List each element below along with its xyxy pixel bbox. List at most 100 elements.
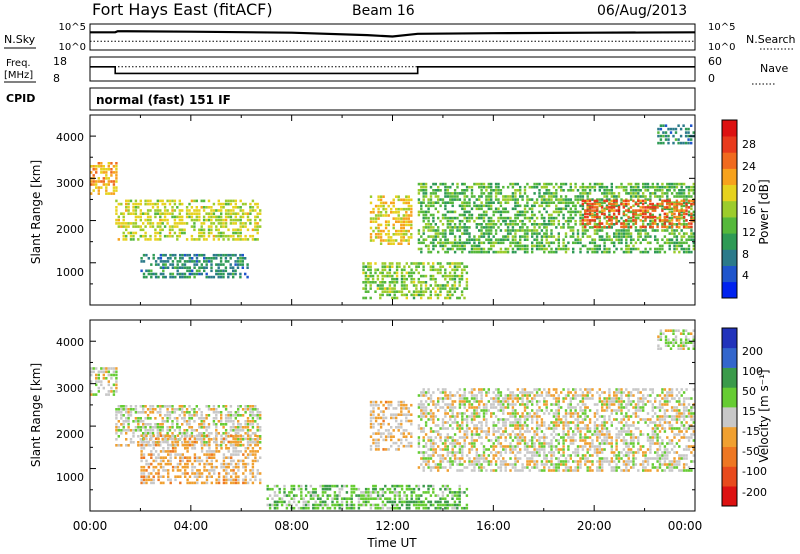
velocity-cell bbox=[105, 377, 108, 380]
power-cell bbox=[538, 226, 541, 229]
power-cell bbox=[651, 215, 654, 219]
velocity-cell bbox=[237, 426, 240, 429]
power-cell bbox=[482, 226, 486, 229]
velocity-cell bbox=[436, 503, 440, 507]
power-cell bbox=[377, 211, 380, 214]
power-cell bbox=[171, 209, 174, 212]
power-cell bbox=[434, 268, 437, 272]
power-cell bbox=[526, 182, 529, 186]
velocity-cell bbox=[241, 408, 245, 411]
power-cell bbox=[662, 134, 665, 138]
velocity-cell bbox=[227, 432, 230, 435]
power-cbar-tick-28: 28 bbox=[742, 138, 756, 151]
velocity-cell bbox=[212, 408, 216, 411]
power-cell bbox=[254, 215, 257, 219]
velocity-cell bbox=[451, 506, 454, 510]
power-cell bbox=[198, 209, 201, 212]
velocity-cell bbox=[441, 494, 445, 497]
velocity-cell bbox=[222, 462, 226, 466]
power-ytick-3000: 3000 bbox=[56, 177, 84, 190]
power-cell bbox=[572, 241, 575, 245]
velocity-cell bbox=[190, 432, 194, 435]
power-cell bbox=[171, 253, 175, 257]
velocity-cell bbox=[149, 405, 152, 408]
power-cell bbox=[678, 195, 681, 198]
velocity-cell bbox=[357, 500, 361, 504]
power-cell bbox=[403, 268, 406, 272]
power-cell bbox=[596, 209, 599, 212]
velocity-cell bbox=[444, 457, 447, 460]
power-cell bbox=[661, 204, 664, 208]
velocity-cell bbox=[376, 494, 380, 497]
power-cell bbox=[437, 232, 440, 235]
velocity-cell bbox=[463, 403, 466, 406]
power-cell bbox=[576, 232, 580, 235]
velocity-cell bbox=[441, 391, 445, 394]
power-cell bbox=[675, 225, 679, 229]
power-cell bbox=[675, 241, 679, 245]
power-cell bbox=[562, 247, 565, 251]
velocity-cell bbox=[217, 432, 220, 435]
power-cell bbox=[200, 199, 203, 203]
power-cell bbox=[658, 215, 662, 219]
power-cell bbox=[588, 212, 592, 216]
velocity-cell bbox=[215, 450, 218, 453]
velocity-cell bbox=[145, 440, 148, 444]
power-cell bbox=[405, 284, 408, 287]
power-cell bbox=[115, 177, 118, 180]
velocity-cell bbox=[444, 409, 447, 412]
velocity-cell bbox=[376, 497, 380, 500]
power-cell bbox=[429, 293, 432, 297]
velocity-cell bbox=[439, 439, 442, 442]
velocity-cell bbox=[392, 435, 395, 438]
velocity-cell bbox=[444, 500, 447, 504]
power-cell bbox=[555, 189, 558, 192]
power-cell bbox=[144, 238, 147, 241]
power-cell bbox=[383, 262, 387, 265]
velocity-cell bbox=[461, 415, 464, 418]
power-cell bbox=[171, 228, 174, 232]
power-cell bbox=[497, 182, 500, 186]
power-cell bbox=[673, 206, 676, 209]
power-cell bbox=[625, 223, 628, 226]
power-cell bbox=[584, 215, 587, 219]
power-cell bbox=[673, 232, 676, 235]
power-cell bbox=[625, 204, 628, 208]
power-cell bbox=[499, 238, 503, 241]
power-cell bbox=[222, 218, 225, 222]
velocity-cell bbox=[115, 380, 118, 383]
power-cell bbox=[398, 262, 401, 265]
velocity-cell bbox=[449, 409, 452, 412]
power-cell bbox=[622, 225, 625, 229]
power-cell bbox=[227, 212, 230, 215]
power-cell bbox=[446, 262, 449, 265]
power-cell bbox=[437, 216, 440, 220]
velocity-cell bbox=[176, 417, 179, 420]
power-cell bbox=[112, 183, 116, 186]
power-cell bbox=[521, 247, 524, 251]
power-cell bbox=[637, 202, 640, 206]
power-cell bbox=[217, 263, 220, 266]
velocity-cell bbox=[424, 506, 428, 510]
power-cell bbox=[134, 206, 138, 209]
power-cell bbox=[171, 215, 174, 219]
velocity-cell bbox=[451, 406, 454, 409]
power-cell bbox=[593, 209, 596, 212]
power-cell bbox=[612, 212, 616, 216]
power-cell bbox=[139, 234, 142, 238]
velocity-cell bbox=[205, 475, 209, 478]
velocity-cell bbox=[169, 456, 172, 459]
velocity-cell bbox=[273, 503, 277, 507]
velocity-cell bbox=[159, 405, 162, 408]
power-cell bbox=[593, 201, 597, 204]
velocity-cell bbox=[142, 475, 146, 478]
power-cell bbox=[410, 271, 413, 275]
velocity-cell bbox=[410, 491, 413, 494]
power-cell bbox=[402, 217, 405, 220]
power-cell bbox=[405, 220, 408, 223]
power-cell bbox=[593, 189, 597, 192]
power-cell bbox=[605, 204, 609, 208]
power-cell bbox=[429, 195, 433, 198]
velocity-cell bbox=[273, 506, 277, 510]
velocity-cell bbox=[184, 443, 187, 447]
